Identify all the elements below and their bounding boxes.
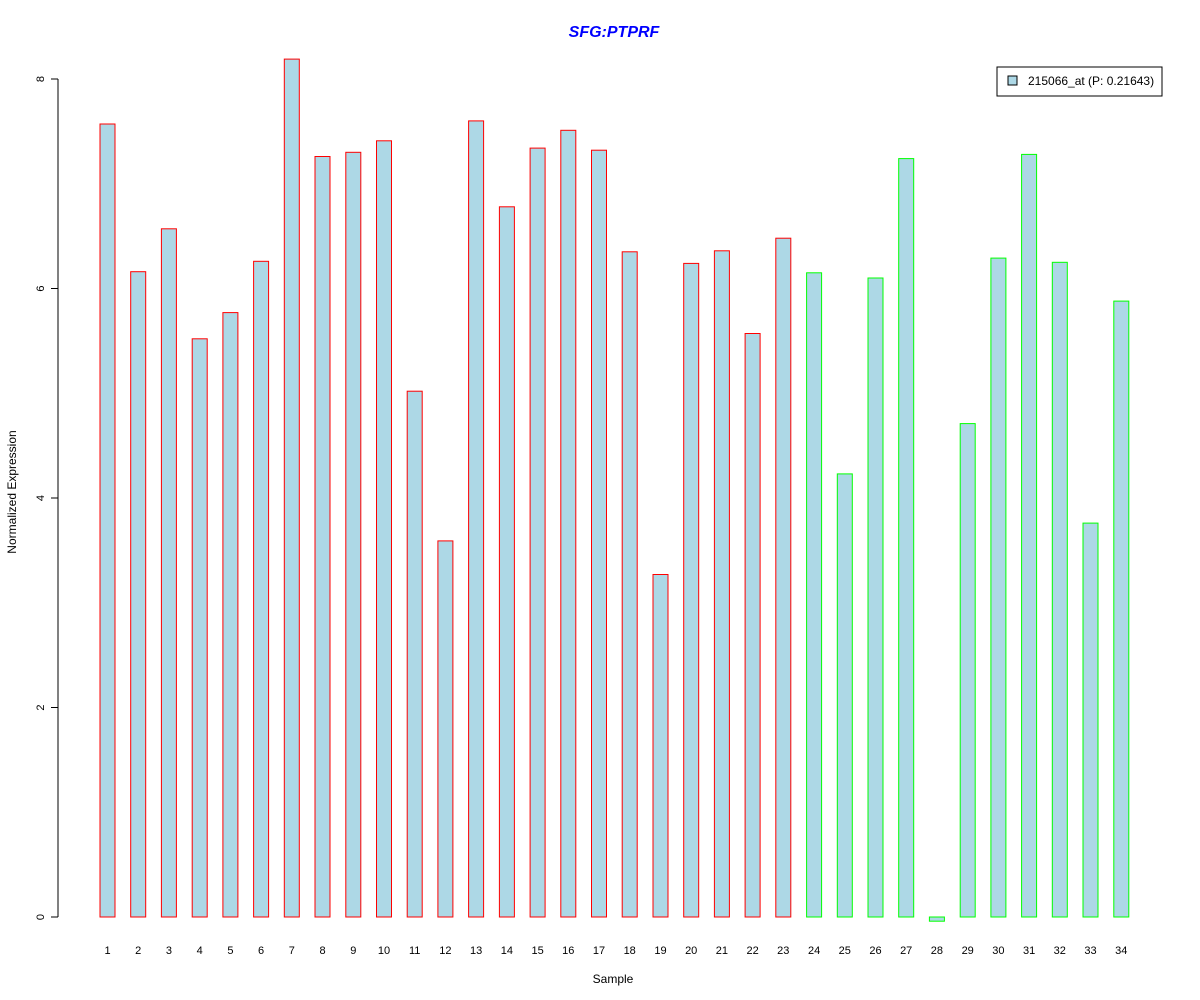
x-tick-label-29: 29 — [962, 945, 974, 957]
bar-sample-10 — [376, 140, 392, 918]
x-tick-label-31: 31 — [1023, 945, 1035, 957]
bar-sample-26 — [867, 277, 884, 918]
bar-sample-18 — [621, 251, 638, 918]
bars-group — [99, 58, 1130, 922]
x-tick-label-15: 15 — [531, 945, 543, 957]
x-tick-label-14: 14 — [501, 945, 513, 957]
bar-sample-11 — [406, 390, 423, 918]
x-tick-label-27: 27 — [900, 945, 912, 957]
bar-sample-25 — [836, 473, 853, 918]
bar-sample-17 — [591, 149, 607, 918]
x-tick-label-26: 26 — [869, 945, 881, 957]
x-tick-label-23: 23 — [777, 945, 789, 957]
x-tick-label-1: 1 — [104, 945, 110, 957]
bar-sample-29 — [959, 423, 976, 918]
x-tick-label-6: 6 — [258, 945, 264, 957]
bar-sample-24 — [806, 272, 823, 918]
bar-sample-6 — [253, 260, 270, 918]
bar-sample-16 — [560, 129, 577, 918]
x-tick-label-11: 11 — [409, 945, 420, 957]
y-tick-label-2: 2 — [35, 704, 47, 710]
bar-sample-19 — [652, 574, 669, 918]
x-tick-label-5: 5 — [227, 945, 233, 957]
x-axis-label: Sample — [593, 972, 634, 986]
y-tick-label-8: 8 — [35, 76, 47, 82]
bar-sample-13 — [468, 120, 485, 918]
bar-sample-2 — [130, 271, 147, 918]
chart-title: SFG:PTPRF — [569, 24, 661, 41]
x-tick-label-24: 24 — [808, 945, 820, 957]
x-tick-label-9: 9 — [350, 945, 356, 957]
legend-series-label: 215066_at (P: 0.21643) — [1028, 74, 1154, 88]
bar-sample-30 — [990, 257, 1007, 918]
x-tick-label-3: 3 — [166, 945, 172, 957]
y-tick-label-4: 4 — [35, 495, 47, 501]
x-tick-label-30: 30 — [992, 945, 1004, 957]
x-tick-label-32: 32 — [1054, 945, 1066, 957]
bar-sample-33 — [1082, 522, 1099, 918]
x-tick-label-16: 16 — [562, 945, 574, 957]
bar-sample-15 — [529, 147, 546, 918]
bar-sample-34 — [1113, 300, 1130, 918]
bar-sample-1 — [99, 123, 116, 918]
y-tick-label-6: 6 — [35, 285, 47, 291]
bar-sample-12 — [437, 540, 454, 918]
x-tick-label-7: 7 — [289, 945, 295, 957]
x-tick-label-4: 4 — [197, 945, 203, 957]
x-tick-label-17: 17 — [593, 945, 605, 957]
x-tick-label-21: 21 — [716, 945, 728, 957]
x-tick-label-8: 8 — [319, 945, 325, 957]
bar-sample-7 — [283, 58, 300, 918]
x-tick-label-12: 12 — [439, 945, 451, 957]
bar-sample-28 — [928, 916, 945, 922]
bar-sample-27 — [898, 158, 915, 918]
x-tick-label-34: 34 — [1115, 945, 1127, 957]
x-tick-label-20: 20 — [685, 945, 697, 957]
x-tick-label-2: 2 — [135, 945, 141, 957]
y-axis-label: Normalized Expression — [5, 430, 19, 553]
bar-sample-8 — [314, 156, 331, 918]
bar-sample-9 — [345, 151, 362, 918]
y-tick-label-0: 0 — [35, 914, 47, 920]
x-tick-label-25: 25 — [839, 945, 851, 957]
bar-sample-21 — [713, 250, 730, 918]
y-axis: 0 2 4 6 8 — [35, 76, 59, 920]
x-tick-labels: 1 2 3 4 5 6 7 8 9 10 11 12 13 14 15 16 17 18 19 20 21 22 23 24 2… — [104, 945, 1127, 957]
bar-sample-20 — [683, 262, 700, 918]
legend-swatch — [1007, 75, 1018, 86]
bar-sample-14 — [498, 206, 515, 918]
bar-sample-23 — [775, 237, 792, 918]
bar-sample-4 — [191, 338, 208, 918]
legend-box — [996, 66, 1163, 97]
x-tick-label-28: 28 — [931, 945, 943, 957]
x-tick-label-10: 10 — [378, 945, 390, 957]
bar-sample-3 — [160, 228, 177, 918]
bar-sample-31 — [1021, 153, 1038, 918]
x-tick-label-19: 19 — [654, 945, 666, 957]
x-tick-label-18: 18 — [624, 945, 636, 957]
bar-sample-22 — [744, 333, 761, 918]
x-tick-label-13: 13 — [470, 945, 482, 957]
bar-sample-5 — [222, 312, 239, 918]
x-tick-label-33: 33 — [1084, 945, 1096, 957]
bar-sample-32 — [1051, 261, 1068, 918]
x-tick-label-22: 22 — [746, 945, 758, 957]
legend: 215066_at (P: 0.21643) — [996, 66, 1163, 97]
